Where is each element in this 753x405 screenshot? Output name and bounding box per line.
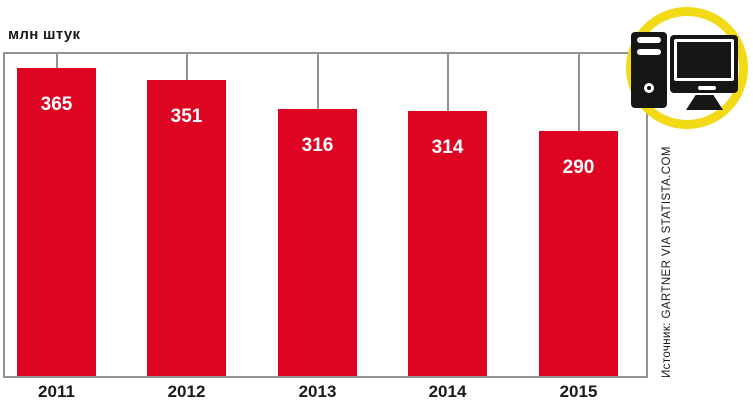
computer-tower-icon: [631, 32, 667, 108]
bar-value-label: 365: [40, 94, 73, 115]
monitor-screen-icon: [674, 39, 734, 81]
x-axis-label: 2012: [167, 382, 206, 401]
connector-line: [55, 54, 58, 68]
bar-2012: 351: [147, 80, 226, 376]
bar-value-label: 314: [431, 137, 464, 158]
connector-line: [185, 54, 188, 80]
x-axis-label: 2015: [559, 382, 598, 401]
connector-line: [446, 54, 449, 111]
connector-line: [316, 54, 319, 109]
pc-badge: [626, 7, 748, 129]
source-credit: Источник: GARTNER VIA STATISTA.COM: [661, 146, 673, 378]
bar-2015: 290: [539, 131, 618, 376]
connector-line: [577, 54, 580, 131]
x-axis-label: 2013: [298, 382, 337, 401]
y-axis-unit-label: млн штук: [8, 26, 81, 43]
x-axis-label: 2011: [38, 382, 75, 401]
x-axis-label: 2014: [428, 382, 467, 401]
bar-value-label: 351: [170, 106, 203, 127]
tower-power-button-icon: [644, 83, 654, 93]
tower-drive-slot-icon: [637, 37, 661, 43]
monitor-stand-icon: [686, 95, 723, 110]
bar-2011: 365: [17, 68, 96, 376]
chart-plot-area: 365 2011 351 2012 316 2013 314 2014 290 2015: [3, 52, 648, 401]
bar-value-label: 316: [301, 135, 334, 156]
bar-2013: 316: [278, 109, 357, 376]
bar-2014: 314: [408, 111, 487, 376]
monitor-slot-icon: [698, 86, 716, 90]
tower-drive-slot-icon: [637, 49, 661, 55]
bar-value-label: 290: [562, 157, 595, 178]
